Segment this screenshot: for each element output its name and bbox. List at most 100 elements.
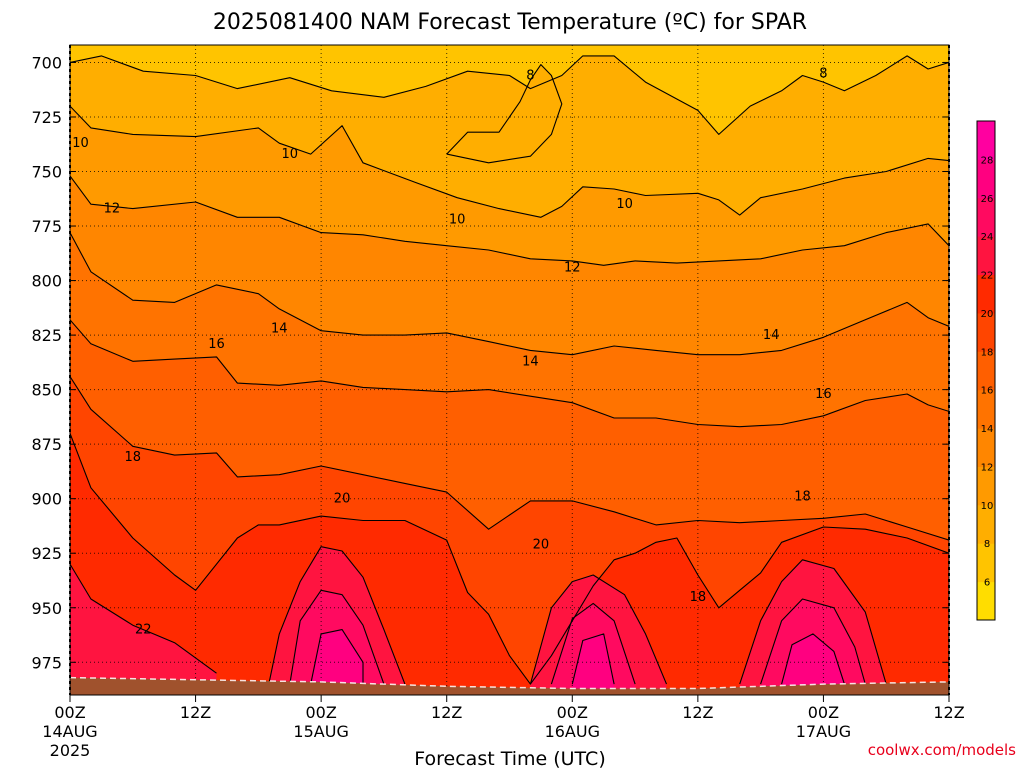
x-axis-label: Forecast Time (UTC) (414, 748, 605, 768)
isotherm-line (760, 598, 866, 685)
isotherm-line (70, 175, 949, 266)
band-fill (310, 629, 363, 695)
contour-label: 8 (819, 66, 827, 81)
isotherm-line (446, 64, 563, 164)
colorbar-tick-label: 24 (981, 232, 994, 243)
x-tick-label: 12Z (933, 703, 964, 722)
isotherm-line (781, 633, 845, 685)
terrain-fill (70, 677, 949, 695)
y-tick-label: 875 (31, 435, 62, 454)
colorbar-swatch (977, 428, 995, 467)
contour-label: 8 (526, 69, 534, 84)
plot-area: 8 8 10 10 10 10 12 12 14 14 14 16 16 18 18 18 20 20 22 (69, 44, 950, 696)
contour-labels: 8 8 10 10 10 10 12 12 14 14 14 16 16 18 18 18 20 20 22 (72, 66, 832, 637)
x-tick-date: 15AUG (293, 722, 348, 741)
x-tick-label: 00Z (54, 703, 85, 722)
isotherm-line (268, 546, 406, 685)
y-tick-label: 950 (31, 599, 62, 618)
isotherm-line (70, 232, 949, 356)
colorbar-swatch (977, 504, 995, 544)
band-fill (572, 633, 615, 695)
colorbar-tick-label: 12 (981, 462, 994, 473)
x-tick-label: 12Z (431, 703, 462, 722)
isotherm-line (70, 563, 217, 674)
colorbar-swatch (977, 312, 995, 352)
y-tick-label: 800 (31, 272, 62, 291)
y-tick-label: 725 (31, 108, 62, 127)
colorbar-tick-label: 6 (984, 578, 990, 589)
x-tick-label: 00Z (808, 703, 839, 722)
contour-label: 12 (564, 260, 581, 275)
colorbar-tick-label: 20 (981, 309, 994, 320)
colorbar-tick-label: 8 (984, 539, 990, 550)
colorbar: 6 8 10 12 14 16 18 20 22 24 26 28 (976, 120, 996, 621)
y-tick-label: 900 (31, 490, 62, 509)
terrain-edge (70, 676, 949, 690)
contour-label: 10 (616, 197, 633, 212)
y-tick-label: 750 (31, 163, 62, 182)
contour-label: 18 (690, 590, 707, 605)
isotherm-line (70, 433, 949, 685)
colorbar-swatch (977, 581, 995, 621)
contour-label: 16 (815, 387, 832, 402)
x-tick-date: 16AUG (545, 722, 600, 741)
contour-label: 10 (449, 212, 466, 227)
colorbar-swatch (977, 389, 995, 429)
x-tick-date: 17AUG (796, 722, 851, 741)
credit-text: coolwx.com/models (868, 741, 1016, 759)
y-tick-label: 925 (31, 544, 62, 563)
contour-label: 20 (533, 537, 550, 552)
isotherm-line (739, 559, 887, 685)
contour-label: 14 (271, 322, 288, 337)
colorbar-swatch (977, 274, 995, 314)
contour-label: 14 (763, 328, 780, 343)
contour-label: 16 (208, 337, 225, 352)
contour-label: 10 (72, 136, 89, 151)
isotherm-line (571, 633, 615, 685)
colorbar-tick-label: 18 (981, 347, 994, 358)
colorbar-tick-label: 16 (981, 386, 994, 397)
colorbar-swatch (977, 543, 995, 583)
chart-title: 2025081400 NAM Forecast Temperature (ºC)… (213, 10, 807, 35)
y-tick-label: 775 (31, 217, 62, 236)
isotherm-line (310, 629, 364, 685)
band-fill (446, 64, 562, 163)
contour-label: 22 (135, 623, 152, 638)
x-tick-label: 00Z (557, 703, 588, 722)
y-tick-label: 975 (31, 653, 62, 672)
colorbar-tick-label: 26 (981, 194, 994, 205)
y-tick-label: 850 (31, 381, 62, 400)
isotherm-line (70, 376, 949, 541)
band-fill (781, 633, 845, 695)
colorbar-swatch (977, 121, 995, 160)
colorbar-swatch (977, 236, 995, 276)
colorbar-swatch (977, 197, 995, 237)
terrain (70, 676, 949, 695)
contour-label: 12 (104, 202, 121, 217)
y-tick-label: 825 (31, 326, 62, 345)
colorbar-tick-label: 28 (981, 155, 994, 166)
contour-label: 18 (794, 490, 811, 505)
isotherm-line (289, 589, 385, 685)
isotherm-line (70, 105, 949, 218)
isotherm-line (70, 319, 949, 428)
y-axis: 700 725 750 775 800 825 850 875 900 925 950 975 (31, 53, 949, 672)
x-tick-label: 12Z (180, 703, 211, 722)
contour-label: 18 (125, 450, 142, 465)
colorbar-tick-label: 10 (981, 501, 994, 512)
x-tick-label: 00Z (305, 703, 336, 722)
x-tick-year: 2025 (50, 741, 91, 760)
temperature-fill (70, 45, 949, 695)
colorbar-tick-label: 14 (981, 424, 994, 435)
y-tick-label: 700 (31, 53, 62, 72)
colorbar-tick-label: 22 (981, 271, 994, 282)
isotherm-line (550, 602, 636, 685)
contour-label: 20 (334, 492, 351, 507)
isotherm-line (529, 574, 668, 685)
contour-label: 14 (522, 354, 539, 369)
colorbar-swatch (977, 159, 995, 199)
colorbar-swatch (977, 351, 995, 391)
colorbar-swatch (977, 466, 995, 506)
